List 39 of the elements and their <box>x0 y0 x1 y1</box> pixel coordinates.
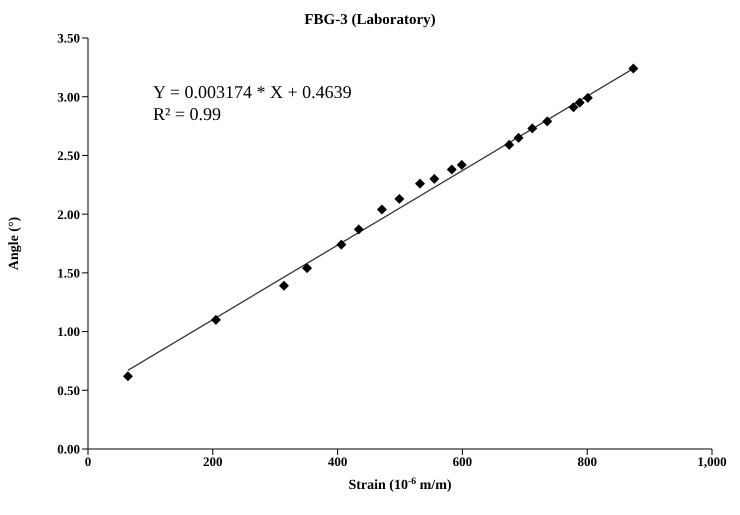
point <box>446 164 457 175</box>
y-tick-label: 2.00 <box>57 206 80 222</box>
point <box>278 280 289 291</box>
point <box>336 240 346 250</box>
x-tick-label: 400 <box>328 454 348 470</box>
point <box>628 64 638 74</box>
y-tick-label: 2.50 <box>57 148 80 164</box>
chart-title: FBG-3 (Laboratory) <box>303 12 437 29</box>
point <box>354 224 364 234</box>
y-tick-label: 1.00 <box>57 324 80 340</box>
x-tick-label: 0 <box>84 454 92 470</box>
point <box>514 132 524 143</box>
point <box>542 116 552 126</box>
point <box>429 174 440 184</box>
y-tick-label: 0.00 <box>57 442 80 457</box>
x-tick-label: 600 <box>452 454 472 470</box>
point <box>574 98 585 108</box>
point <box>456 160 467 170</box>
y-tick-label: 0.50 <box>57 382 80 398</box>
point <box>302 263 312 274</box>
x-tick-label: 800 <box>577 454 597 470</box>
x-axis-title: Strain (10$^{-6}$ m/m) <box>348 476 452 493</box>
y-axis-title: Angle (°) <box>7 216 22 270</box>
y-tick-label: 3.50 <box>57 30 80 46</box>
point <box>582 92 593 103</box>
point <box>394 194 404 204</box>
annotation: R² = 0.99 <box>153 104 222 125</box>
x-tick-label: 1,000 <box>697 454 727 470</box>
annotation: Y = 0.003174 * X + 0.4639 <box>153 82 352 103</box>
point <box>527 123 538 134</box>
x-tick-label: 200 <box>203 454 223 470</box>
y-tick-label: 1.50 <box>57 265 80 280</box>
point <box>376 204 387 214</box>
point <box>210 314 221 325</box>
y-tick-label: 3.00 <box>57 89 80 104</box>
point <box>122 371 133 382</box>
point <box>568 102 578 112</box>
point <box>504 140 514 150</box>
point <box>414 178 425 189</box>
